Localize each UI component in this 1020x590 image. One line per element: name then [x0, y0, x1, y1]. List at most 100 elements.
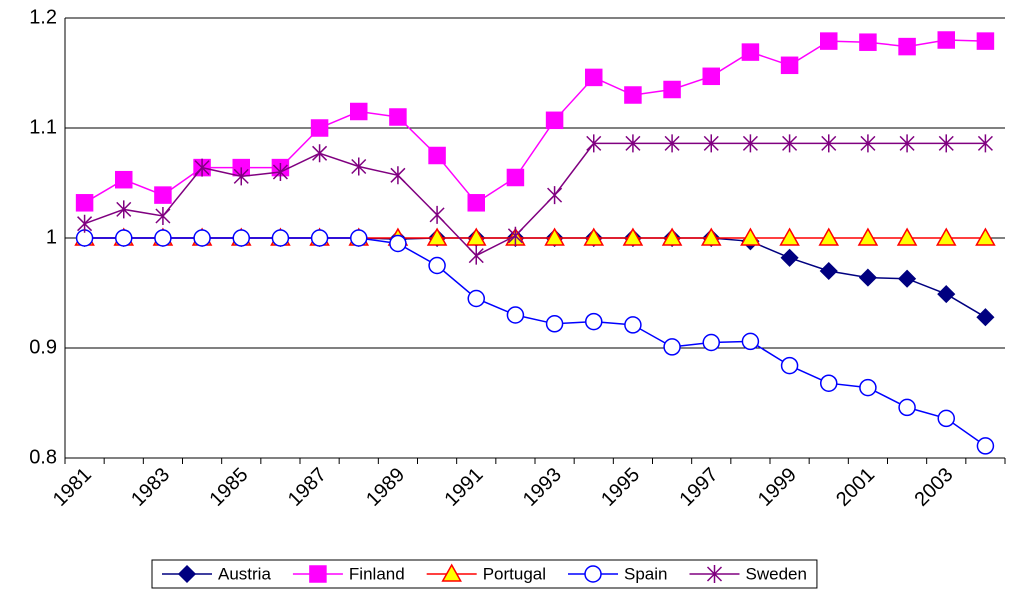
marker — [465, 227, 487, 246]
y-tick-label: 0.9 — [29, 336, 57, 358]
marker — [935, 227, 957, 246]
marker — [706, 565, 723, 583]
marker — [271, 229, 290, 247]
marker — [938, 134, 954, 153]
x-tick-label: 1989 — [362, 464, 409, 511]
marker — [545, 111, 564, 130]
marker — [859, 33, 877, 51]
series-line — [84, 142, 986, 257]
marker — [547, 186, 563, 205]
marker — [700, 227, 722, 246]
marker — [506, 168, 525, 187]
marker — [780, 356, 799, 375]
marker — [468, 246, 484, 265]
legend: Austria Finland Portugal Spain Sweden — [151, 559, 818, 589]
x-tick-label: 1985 — [205, 464, 252, 511]
marker — [75, 194, 94, 212]
marker — [896, 227, 918, 246]
marker — [350, 229, 368, 247]
legend-label: Finland — [349, 564, 405, 583]
x-tick-label: 1983 — [127, 464, 174, 511]
marker — [351, 157, 367, 176]
marker — [742, 134, 758, 153]
marker — [975, 227, 996, 246]
marker — [507, 226, 523, 245]
marker — [624, 316, 642, 334]
legend-label: Sweden — [746, 564, 807, 583]
marker — [859, 378, 877, 397]
marker — [429, 205, 445, 224]
marker — [310, 119, 329, 137]
y-tick-label: 1 — [46, 226, 57, 248]
x-tick-label: 1995 — [597, 464, 644, 511]
marker — [441, 563, 462, 582]
marker — [586, 134, 602, 153]
marker — [310, 229, 329, 247]
y-tick-label: 1.2 — [29, 6, 57, 28]
marker — [154, 229, 172, 247]
marker — [233, 167, 249, 186]
marker — [663, 80, 681, 99]
marker — [663, 338, 681, 356]
marker — [115, 170, 133, 189]
marker — [506, 306, 525, 324]
marker — [976, 32, 995, 50]
y-tick-label: 1.1 — [29, 116, 57, 138]
marker — [312, 144, 328, 163]
marker — [77, 214, 93, 233]
marker — [390, 166, 406, 185]
marker — [585, 68, 603, 87]
marker — [818, 227, 840, 246]
marker — [702, 67, 720, 86]
marker — [898, 37, 916, 56]
x-tick-label: 1981 — [49, 464, 96, 511]
marker — [624, 86, 642, 104]
marker — [779, 227, 800, 246]
marker — [702, 333, 720, 352]
marker — [664, 134, 680, 153]
x-tick-label: 1999 — [754, 464, 801, 511]
marker — [625, 134, 641, 153]
marker — [782, 134, 798, 153]
marker — [661, 227, 683, 246]
x-tick-label: 1993 — [519, 464, 566, 511]
marker — [428, 146, 446, 165]
marker — [780, 56, 799, 75]
marker — [232, 229, 250, 247]
marker — [780, 248, 799, 267]
marker — [177, 564, 197, 584]
marker — [622, 227, 644, 246]
marker — [741, 43, 760, 61]
marker — [976, 308, 995, 327]
marker — [821, 134, 837, 153]
marker — [820, 374, 838, 392]
marker — [937, 409, 955, 428]
marker — [819, 261, 838, 281]
marker — [309, 565, 327, 583]
marker — [272, 163, 288, 181]
marker — [116, 200, 132, 219]
marker — [389, 234, 407, 253]
y-tick-label: 0.8 — [29, 446, 57, 468]
marker — [937, 31, 955, 49]
marker — [740, 227, 761, 246]
marker — [741, 332, 760, 351]
marker — [194, 158, 210, 177]
x-tick-label: 1997 — [675, 464, 722, 511]
marker — [583, 227, 605, 246]
marker — [584, 565, 602, 583]
marker — [467, 194, 485, 212]
marker — [193, 229, 211, 247]
marker — [976, 437, 995, 455]
marker — [350, 102, 368, 121]
marker — [899, 134, 915, 153]
series-line — [84, 237, 986, 318]
marker — [426, 227, 448, 246]
legend-label: Spain — [624, 564, 667, 583]
series-line — [84, 237, 986, 447]
marker — [545, 315, 564, 333]
marker — [858, 268, 877, 287]
marker — [977, 134, 993, 153]
marker — [115, 229, 133, 247]
